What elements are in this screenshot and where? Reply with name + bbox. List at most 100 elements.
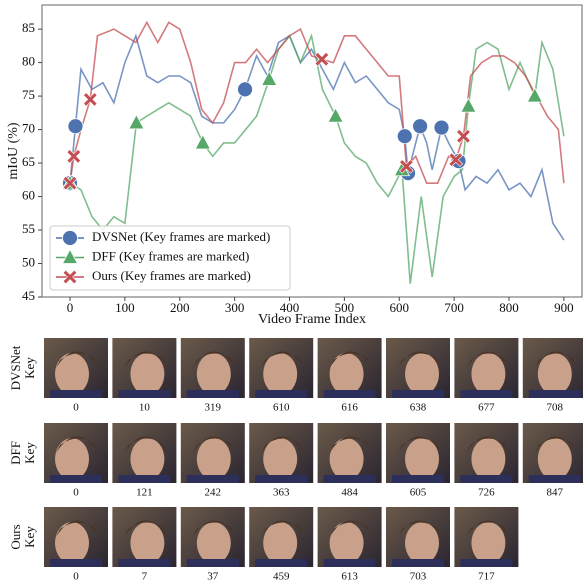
frame-index: 242 <box>205 487 222 499</box>
face <box>405 353 439 395</box>
y-tick-label: 85 <box>22 20 35 35</box>
frame-index: 319 <box>205 402 222 414</box>
frame-index: 121 <box>136 487 153 499</box>
y-tick-label: 55 <box>22 221 35 236</box>
hair <box>466 351 509 368</box>
shirt <box>255 559 308 567</box>
frame-index: 677 <box>478 402 495 414</box>
key-frame-marker <box>448 152 464 167</box>
shirt <box>255 475 308 483</box>
key-frame-marker <box>62 175 78 191</box>
shirt <box>50 390 102 398</box>
legend-label: Ours (Key frames are marked) <box>92 268 251 283</box>
x-tick-label: 200 <box>170 300 190 315</box>
hair <box>398 520 440 537</box>
shirt <box>460 559 513 567</box>
face <box>405 522 439 564</box>
shirt <box>392 559 444 567</box>
hair <box>124 520 167 537</box>
face <box>130 522 165 564</box>
y-tick-label: 70 <box>22 121 35 136</box>
x-tick-label: 300 <box>225 300 245 315</box>
x-tick-label: 400 <box>280 300 300 315</box>
frame-index: 37 <box>207 571 219 581</box>
shirt <box>186 475 239 483</box>
shirt <box>460 390 513 398</box>
x-tick-label: 700 <box>444 300 464 315</box>
row-label-line: Key <box>22 526 37 548</box>
face <box>196 522 231 564</box>
key-frame-marker <box>194 134 211 150</box>
face <box>196 438 231 480</box>
face <box>263 438 298 480</box>
key-frame-marker <box>399 159 414 174</box>
face <box>329 522 364 564</box>
face <box>471 438 506 480</box>
hair <box>534 351 577 368</box>
frame-index: 363 <box>273 487 290 499</box>
row-label: DFFKey <box>8 441 37 465</box>
frame-index: 726 <box>478 487 495 499</box>
frame-index: 613 <box>341 571 358 581</box>
key-frame-marker <box>237 81 253 98</box>
shirt <box>323 559 376 567</box>
x-axis-label: Video Frame Index <box>258 312 366 327</box>
key-frame-marker <box>261 70 278 86</box>
face <box>329 438 364 480</box>
shirt <box>186 390 239 398</box>
face <box>130 353 165 395</box>
hair <box>398 351 440 368</box>
x-tick-label: 600 <box>390 300 410 315</box>
hair <box>329 520 372 537</box>
shirt <box>118 390 171 398</box>
face <box>55 438 89 480</box>
key-frame-marker <box>67 118 84 135</box>
hair <box>534 436 577 453</box>
hair <box>466 436 509 453</box>
row-label-line: DVSNet <box>8 345 23 390</box>
hair <box>192 436 235 453</box>
key-frame-marker <box>66 149 82 164</box>
key-frame-marker <box>396 128 413 145</box>
face <box>471 353 506 395</box>
x-tick-label: 800 <box>499 300 519 315</box>
shirt <box>255 390 308 398</box>
shirt <box>323 475 376 483</box>
legend-marker <box>62 269 78 285</box>
hair <box>261 520 304 537</box>
frame-index: 638 <box>410 402 427 414</box>
hair <box>261 436 304 453</box>
face <box>537 438 572 480</box>
shirt <box>323 390 376 398</box>
row-label-line: DFF <box>8 441 23 465</box>
legend-marker <box>61 248 79 264</box>
key-frame-marker <box>460 97 477 113</box>
hair <box>56 351 98 368</box>
key-frame-marker <box>526 87 543 103</box>
shirt <box>118 559 171 567</box>
key-frame-marker <box>412 118 429 135</box>
shirt <box>392 390 444 398</box>
frame-index: 0 <box>73 571 79 581</box>
key-frame-marker <box>314 52 330 67</box>
face <box>329 353 364 395</box>
key-frame-marker <box>456 129 471 144</box>
frame-index: 0 <box>73 487 79 499</box>
face <box>196 353 231 395</box>
face <box>405 438 439 480</box>
frame-index: 7 <box>142 571 148 581</box>
frame-index: 610 <box>273 402 290 414</box>
shirt <box>50 559 102 567</box>
key-frame-marker <box>128 114 145 130</box>
x-tick-label: 100 <box>115 300 135 315</box>
face <box>263 522 298 564</box>
hair <box>124 351 167 368</box>
hair <box>261 351 304 368</box>
legend-label: DVSNet (Key frames are marked) <box>92 229 270 244</box>
hair <box>56 520 98 537</box>
shirt <box>186 559 239 567</box>
frame-index: 708 <box>547 402 564 414</box>
hair <box>124 436 167 453</box>
legend-marker <box>62 230 78 246</box>
